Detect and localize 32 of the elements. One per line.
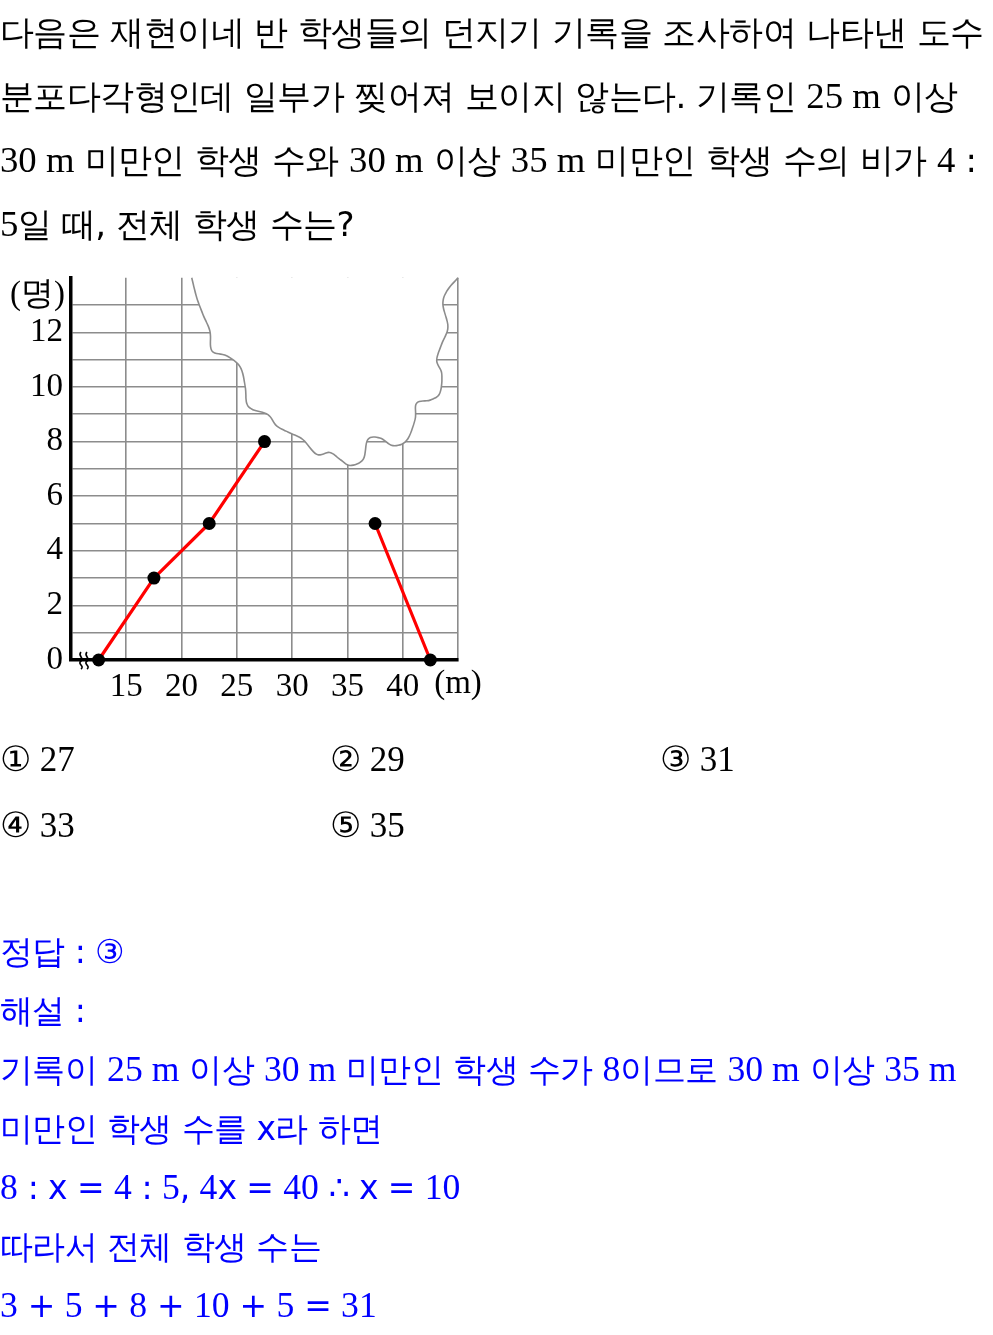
y-tick-label: 8 xyxy=(46,421,63,458)
text: ② 29 xyxy=(330,739,406,781)
point xyxy=(368,517,382,530)
x-tick-label: 30 xyxy=(275,667,309,704)
point xyxy=(202,517,216,530)
y-tick-label: 0 xyxy=(46,639,63,676)
text: ③ 31 xyxy=(660,739,736,781)
text: ④ 33 xyxy=(0,805,76,847)
text: 정답 : ③ xyxy=(0,931,126,973)
text: 8 : x = 4 : 5, 4x = 40 ∴ x = 10 xyxy=(0,1167,461,1207)
x-tick-label: 35 xyxy=(330,667,364,704)
point xyxy=(258,435,271,449)
x-tick-label: 40 xyxy=(386,667,420,704)
y-tick-label: 2 xyxy=(46,585,63,622)
y-tick-label: 12 xyxy=(30,312,63,349)
y-tick-label: 10 xyxy=(30,366,63,403)
text: ⑤ 35 xyxy=(330,805,406,847)
y-tick-label: 4 xyxy=(46,530,63,567)
x-tick-label: 15 xyxy=(109,667,143,704)
point xyxy=(423,653,437,667)
point xyxy=(147,571,161,585)
y-axis-title: (명) xyxy=(10,275,65,313)
x-axis-title: (m) xyxy=(434,664,482,702)
chart-title: 다음은 재현이네 반 학생들의 던지기 기록을 조사하여 나타낸 도수분포다각형인데 일부가 찢어져 보이지 않는다. 기록인 25 m 이상 30 m 미만인 학생 수와 30 m 이상 35 m 미만인 학생 수의 비가 4 : 5일 때, 전체 학생 수는? xyxy=(0,12,984,244)
x-tick-label: 25 xyxy=(220,667,254,704)
text: 3 + 5 + 8 + 10 + 5 = 31 xyxy=(0,1285,377,1325)
y-tick-label: 6 xyxy=(46,475,63,512)
text: ① 27 xyxy=(0,739,76,781)
x-tick-label: 20 xyxy=(165,667,199,704)
point xyxy=(92,653,106,667)
text: 따라서 전체 학생 수는 xyxy=(0,1226,323,1268)
text: 해설 : xyxy=(0,990,87,1032)
